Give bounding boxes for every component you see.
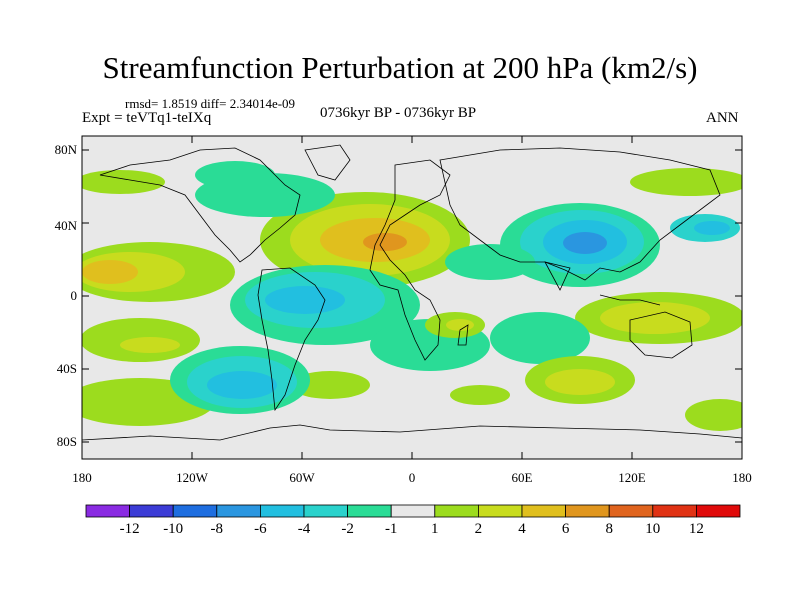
period-label: 0736kyr BP - 0736kyr BP [320, 105, 477, 121]
tick-marks [81, 136, 743, 459]
coastlines [82, 144, 742, 441]
lat-axis: 80N 40N 0 40S 80S [55, 142, 78, 449]
colorbar-swatch [129, 504, 174, 518]
colorbar-label: -10 [163, 521, 183, 537]
colorbar-swatch [390, 504, 436, 518]
colorbar-swatch [216, 504, 261, 518]
colorbar-swatch [259, 504, 305, 518]
colorbar-label: -12 [120, 521, 140, 537]
experiment-label: Expt = teVTq1-teIXq [82, 110, 212, 126]
colorbar-swatch [521, 504, 566, 518]
colorbar-label: 1 [431, 521, 439, 537]
lon-tick-0: 0 [409, 470, 416, 485]
colorbar-label: -6 [254, 521, 267, 537]
season-label: ANN [706, 110, 739, 126]
lon-axis: 180 120W 60W 0 60E 120E 180 [72, 470, 752, 485]
colorbar-label: -2 [341, 521, 354, 537]
lat-tick-40n: 40N [55, 218, 78, 233]
colorbar-swatch [85, 504, 130, 518]
colorbar-label: 2 [475, 521, 483, 537]
colorbar-swatch [347, 504, 392, 518]
colorbar-swatch [477, 504, 523, 518]
colorbar-swatch [608, 504, 654, 518]
colorbar-label: -8 [211, 521, 224, 537]
lon-tick-60e: 60E [512, 470, 533, 485]
stats-label: rmsd= 1.8519 diff= 2.34014e-09 [125, 96, 296, 111]
colorbar-label: 8 [605, 521, 613, 537]
colorbar-label: -4 [298, 521, 311, 537]
colorbar-label: 6 [562, 521, 570, 537]
lon-tick-120w: 120W [176, 470, 209, 485]
colorbar-label: 10 [645, 521, 660, 537]
contour-fill [82, 161, 742, 431]
lon-tick-180e: 180 [732, 470, 752, 485]
lon-tick-180w: 180 [72, 470, 92, 485]
colorbar-label: 4 [518, 521, 526, 537]
colorbar-swatch [696, 504, 741, 518]
colorbar-swatch [303, 504, 348, 518]
colorbar-swatch [565, 504, 610, 518]
lon-tick-60w: 60W [289, 470, 315, 485]
colorbar-swatch [652, 504, 697, 518]
lat-tick-80n: 80N [55, 142, 78, 157]
plot-title: Streamfunction Perturbation at 200 hPa (… [102, 50, 698, 85]
colorbar-label: -1 [385, 521, 398, 537]
colorbar-label: 12 [689, 521, 704, 537]
lon-tick-120e: 120E [618, 470, 646, 485]
colorbar [85, 504, 741, 518]
lat-tick-40s: 40S [57, 361, 77, 376]
colorbar-labels: -12 -10 -8 -6 -4 -2 -1 1 2 4 6 8 10 12 [120, 521, 704, 537]
colorbar-swatch [434, 504, 479, 518]
colorbar-swatch [172, 504, 218, 518]
lat-tick-0: 0 [71, 288, 78, 303]
lat-tick-80s: 80S [57, 434, 77, 449]
